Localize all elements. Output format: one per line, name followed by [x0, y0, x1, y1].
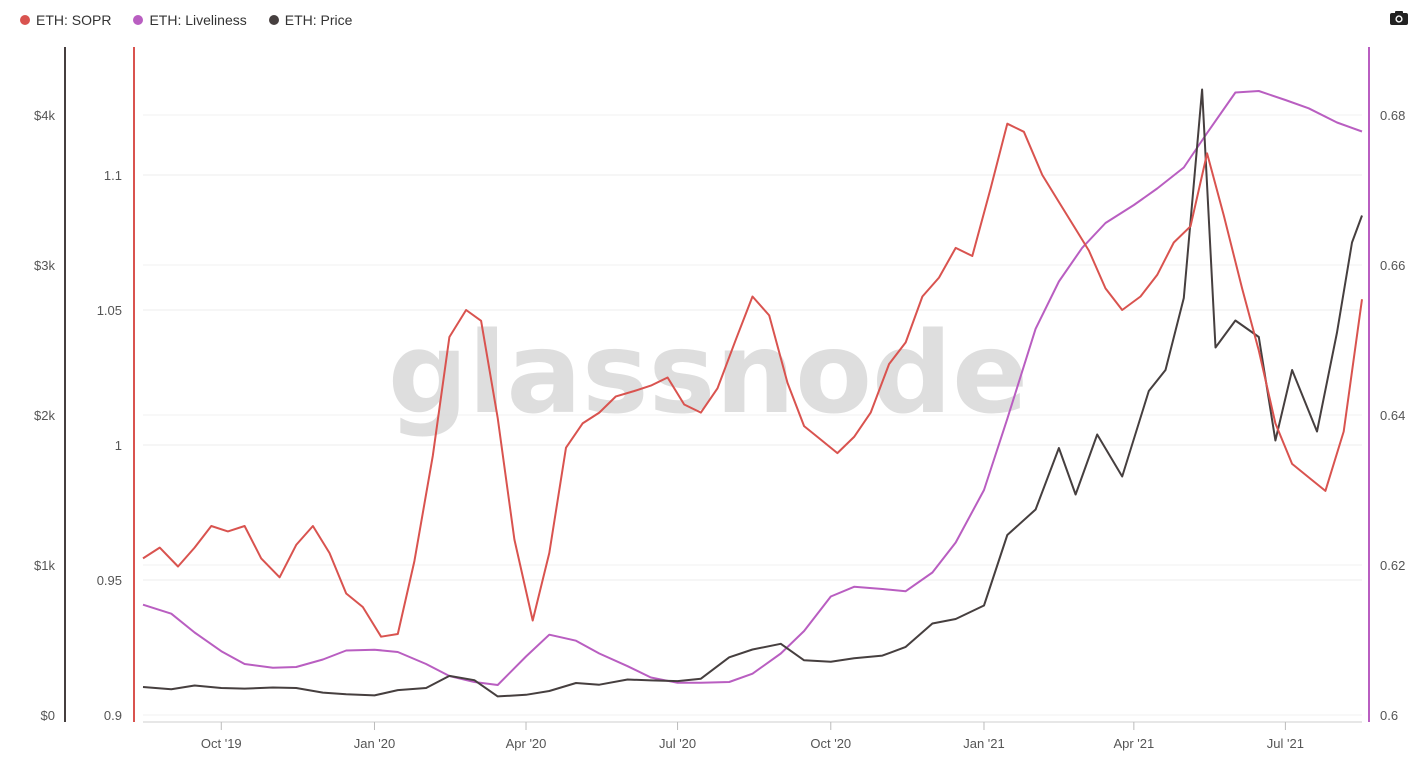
- x-tick-label: Jan '21: [963, 736, 1005, 751]
- price-tick-label: $2k: [34, 408, 55, 423]
- x-tick-label: Apr '21: [1113, 736, 1154, 751]
- liveliness-tick-label: 0.6: [1380, 708, 1398, 723]
- camera-icon[interactable]: [1389, 10, 1409, 26]
- x-tick-label: Oct '20: [810, 736, 851, 751]
- x-tick-label: Apr '20: [506, 736, 547, 751]
- chart-legend: ETH: SOPR ETH: Liveliness ETH: Price: [20, 12, 374, 28]
- series-line-eth-sopr: [142, 122, 1363, 638]
- price-tick-label: $4k: [34, 108, 55, 123]
- legend-label-liveliness: ETH: Liveliness: [149, 12, 247, 28]
- legend-dot-liveliness: [133, 15, 144, 25]
- legend-item-price[interactable]: ETH: Price: [268, 12, 353, 28]
- legend-label-sopr: ETH: SOPR: [36, 12, 112, 28]
- series-line-eth-price: [142, 88, 1363, 698]
- legend-item-sopr[interactable]: ETH: SOPR: [20, 12, 111, 28]
- price-tick-label: $1k: [34, 558, 55, 573]
- liveliness-tick-label: 0.64: [1380, 408, 1405, 423]
- liveliness-tick-label: 0.62: [1380, 558, 1405, 573]
- legend-item-liveliness[interactable]: ETH: Liveliness: [133, 12, 247, 28]
- x-tick-label: Jan '20: [354, 736, 396, 751]
- x-tick-label: Jul '21: [1267, 736, 1304, 751]
- series-line-eth-liveliness: [142, 90, 1363, 686]
- x-tick-label: Oct '19: [201, 736, 242, 751]
- legend-dot-sopr: [20, 15, 30, 25]
- legend-dot-price: [268, 15, 279, 25]
- x-tick-label: Jul '20: [659, 736, 696, 751]
- watermark-text: glassnode: [388, 309, 1028, 439]
- liveliness-tick-label: 0.66: [1380, 258, 1405, 273]
- sopr-tick-label: 1: [115, 438, 122, 453]
- sopr-tick-label: 0.95: [97, 573, 122, 588]
- sopr-tick-label: 1.1: [104, 168, 122, 183]
- price-tick-label: $3k: [34, 258, 55, 273]
- legend-label-price: ETH: Price: [284, 12, 353, 28]
- sopr-tick-label: 0.9: [104, 708, 122, 723]
- sopr-tick-label: 1.05: [97, 303, 122, 318]
- price-tick-label: $0: [41, 708, 55, 723]
- liveliness-tick-label: 0.68: [1380, 108, 1405, 123]
